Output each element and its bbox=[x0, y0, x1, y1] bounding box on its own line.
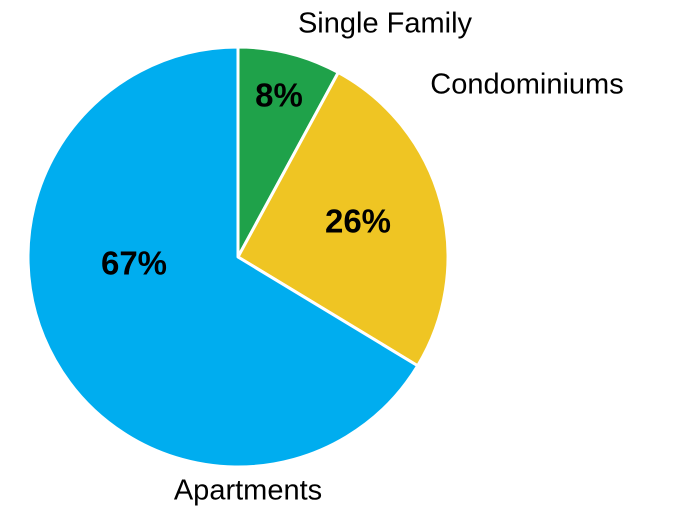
value-label: 26% bbox=[325, 203, 391, 240]
pie-slice bbox=[236, 45, 340, 259]
pie-slice bbox=[26, 45, 420, 469]
category-label: Condominiums bbox=[430, 69, 623, 101]
category-label: Apartments bbox=[174, 475, 322, 507]
pie-slice bbox=[236, 70, 450, 368]
value-label: 8% bbox=[255, 77, 303, 114]
value-label: 67% bbox=[101, 245, 167, 282]
category-label: Single Family bbox=[298, 8, 473, 40]
